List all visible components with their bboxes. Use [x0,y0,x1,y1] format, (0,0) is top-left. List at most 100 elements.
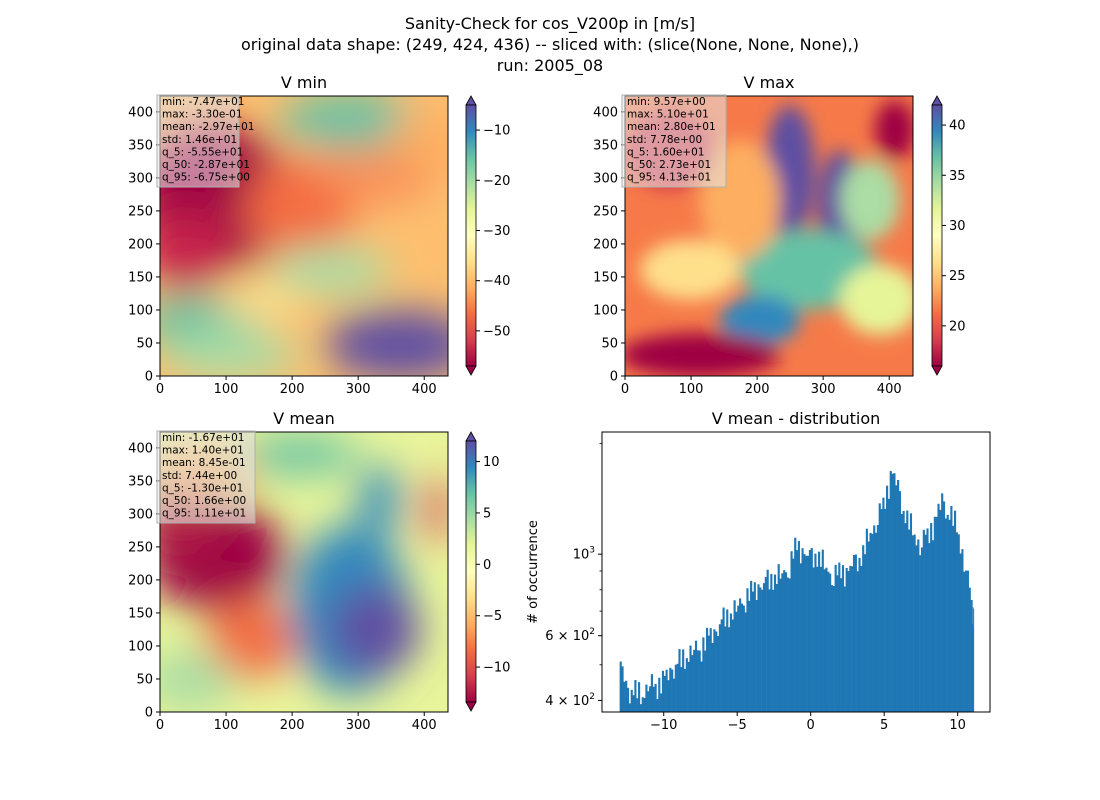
histogram-bar [742,605,745,712]
v-min-colorbar-tick-label: −50 [483,324,510,339]
histogram-bar [757,584,760,712]
histogram-bar [709,628,712,712]
histogram-bar [966,570,969,712]
histogram-bar [963,571,966,712]
histogram-bar [814,553,817,712]
v-max-y-tick-label: 50 [601,336,618,351]
histogram-bar [702,637,705,712]
v-mean-colorbar-tick-label: 5 [483,506,491,521]
histogram-bar [740,603,744,712]
histogram-bar [796,550,799,712]
figure-title-line-1: Sanity-Check for cos_V200p in [m/s] [405,14,695,34]
histogram-bar [973,627,974,712]
v-max-x-tick-label: 0 [621,382,629,397]
histogram-bar [973,608,975,712]
histogram-bar [700,661,703,712]
v-min-y-tick-label: 0 [145,370,153,385]
histogram-bar [772,589,775,712]
histogram-bar [775,584,778,712]
v-mean-x-tick-label: 400 [412,718,437,733]
histogram-bar [897,479,900,712]
histogram-bar [851,566,854,712]
histogram-bar [931,540,935,712]
histogram-bar [783,570,786,712]
v-mean-y-tick-label: 300 [128,507,153,522]
histogram-bar [652,686,655,712]
histogram-bar [761,589,764,712]
histogram-bar [913,534,916,712]
histogram-bar [680,667,683,712]
histogram-bar [832,586,835,712]
histogram-bar [685,658,688,712]
v-min-x-axis: 0 100 200 300 400 [156,376,437,397]
histogram-bar [799,563,802,712]
histogram-bar [656,699,659,712]
v-mean-y-tick-label: 250 [128,540,153,555]
histogram-bar [893,473,896,712]
v-mean-colorbar-tick-label: −10 [483,661,510,676]
v-min-y-tick-label: 400 [128,105,153,120]
v-mean-y-tick-label: 150 [128,606,153,621]
histogram-bar [843,586,846,712]
histogram-bar [625,680,628,712]
panel-v-mean-distribution: V mean - distribution # of occurrence −1… [526,409,991,733]
v-min-y-tick-label: 250 [128,204,153,219]
v-mean-x-tick-label: 100 [214,718,239,733]
histogram-bar [821,549,824,712]
histogram-title: V mean - distribution [712,409,881,428]
histogram-bar [672,678,676,712]
histogram-bar [819,566,823,712]
v-mean-y-axis: 0 50 100 150 200 250 300 350 400 [128,441,160,721]
histogram-bar [953,510,957,712]
histogram-bar [867,541,870,712]
v-max-colorbar-tick-label: 40 [949,119,966,134]
v-mean-colorbar-tick-label: 0 [483,558,491,573]
v-mean-y-tick-label: 400 [128,441,153,456]
histogram-bar [737,605,740,712]
histogram-x-tick-label: −5 [728,718,747,733]
histogram-bar [830,585,834,712]
histogram-bar [636,698,639,712]
heatmap-v-mean-image [160,432,448,712]
histogram-bar [928,543,931,712]
histogram-bar [665,669,668,712]
v-max-y-tick-label: 300 [593,171,618,186]
histogram-bar [836,575,839,712]
histogram-bar [724,626,727,712]
histogram-bar [852,554,856,712]
histogram-bar [786,577,789,712]
histogram-bar [942,501,946,712]
panel-v-mean: V mean 0 100 200 300 400 0501001502002503003… [128,409,510,733]
histogram-bar [803,554,806,712]
histogram-bar [884,508,887,712]
histogram-bar [788,578,791,712]
histogram-bar [671,669,674,712]
histogram-bar [891,473,894,712]
histogram-x-axis: −10 −5 0 5 10 [650,712,966,733]
histogram-bar [968,587,971,712]
histogram-bar [715,631,718,712]
histogram-bar [915,545,918,712]
histogram-bar [917,539,920,712]
panel-v-min-title: V min [281,73,327,92]
histogram-bar [634,680,637,712]
histogram-bar [726,609,729,712]
histogram-bar [840,578,843,712]
v-max-y-tick-label: 200 [593,237,618,252]
v-mean-stat-line: min: -1.67e+01 [162,432,244,444]
v-min-colorbar: −50 −40 −30 −20 −10 [465,95,510,376]
panel-v-max-title: V max [744,73,795,92]
histogram-bar [682,649,685,712]
histogram-bar [729,613,733,712]
histogram-bar [766,569,769,712]
histogram-bar [955,532,958,712]
v-min-x-tick-label: 100 [214,382,239,397]
histogram-bar [829,573,832,712]
histogram-bar [621,666,624,712]
histogram-bar [694,640,698,712]
histogram-bar [825,567,828,712]
histogram-bar [707,635,710,712]
v-min-y-tick-label: 350 [128,138,153,153]
